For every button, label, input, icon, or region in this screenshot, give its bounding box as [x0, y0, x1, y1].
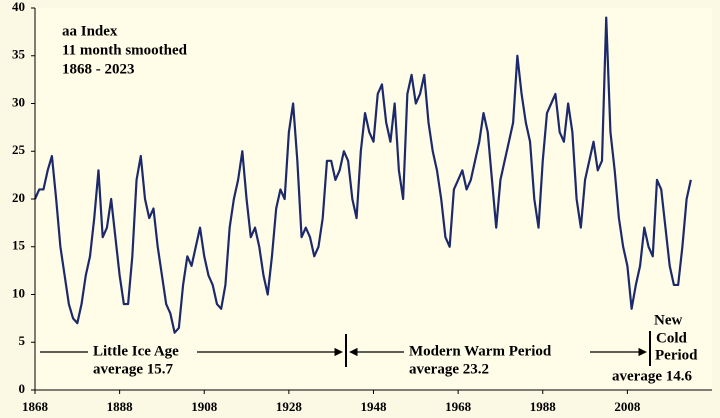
date-range: 1868 - 2023	[62, 61, 135, 77]
y-tick-label: 25	[12, 142, 26, 157]
x-tick-label: 1868	[22, 399, 49, 414]
annotation: Little Ice Age	[93, 343, 179, 359]
plot-area	[35, 8, 712, 390]
x-tick-label: 2008	[614, 399, 641, 414]
period-arrows	[40, 331, 651, 367]
x-tick-label: 1968	[445, 399, 472, 414]
annotation: Cold	[656, 330, 688, 346]
annotation: Modern Warm Period	[409, 343, 552, 359]
x-tick-label: 1988	[530, 399, 557, 414]
x-tick-label: 1888	[107, 399, 134, 414]
y-tick-label: 20	[12, 190, 25, 205]
annotation: average 15.7	[93, 361, 173, 377]
y-tick-label: 40	[12, 0, 25, 14]
y-tick-label: 35	[12, 47, 26, 62]
x-tick-label: 1948	[361, 399, 388, 414]
x-tick-label: 1928	[276, 399, 303, 414]
data-line	[33, 16, 692, 334]
y-tick-label: 30	[12, 94, 25, 109]
annotation: average 23.2	[409, 361, 489, 377]
annotation: Period	[655, 347, 698, 363]
chart-title: aa Index	[62, 23, 118, 39]
annotation: New	[654, 312, 682, 328]
plot	[33, 16, 692, 334]
y-tick-label: 10	[12, 285, 25, 300]
y-tick-label: 5	[19, 333, 26, 348]
y-tick-label: 15	[12, 238, 26, 253]
chart-subtitle: 11 month smoothed	[62, 42, 188, 58]
y-tick-label: 0	[19, 381, 26, 396]
x-tick-label: 1908	[191, 399, 218, 414]
annotation: average 14.6	[612, 368, 692, 384]
